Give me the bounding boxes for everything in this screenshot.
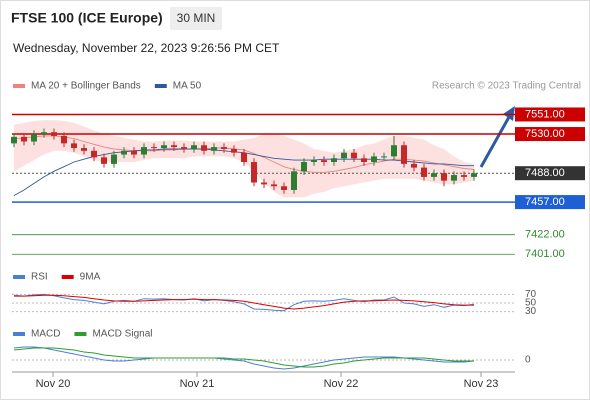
level-label: 7401.00: [525, 248, 565, 260]
level-label-box: [515, 127, 585, 142]
level-label: 7530.00: [525, 128, 565, 140]
legend-label: 9MA: [80, 272, 101, 283]
y-tick-label: 70: [525, 289, 537, 300]
legend-label: MA 50: [173, 81, 202, 92]
candle-body: [11, 136, 17, 144]
title: FTSE 100 (ICE Europe): [11, 10, 163, 26]
forecast-arrowhead: [503, 106, 515, 121]
y-tick-label: 0: [525, 355, 531, 366]
level-label-box: [515, 195, 585, 210]
candle-body: [71, 143, 77, 149]
candle-body: [81, 148, 87, 151]
candle-body: [121, 150, 127, 155]
legend-swatch: [13, 84, 25, 88]
candle-body: [151, 147, 157, 149]
candle-body: [381, 156, 387, 158]
legend-label: MACD: [31, 329, 60, 340]
candle-body: [391, 145, 397, 157]
candle-body: [111, 154, 117, 164]
candle-body: [411, 163, 417, 168]
candle-body: [341, 152, 347, 159]
candle-body: [301, 162, 307, 172]
legend-swatch: [13, 275, 25, 279]
indicator-line: [13, 293, 475, 312]
credit: Research © 2023 Trading Central: [432, 81, 581, 92]
x-tick-label: Nov 20: [36, 378, 71, 390]
candle-body: [171, 145, 177, 148]
candle-body: [51, 132, 57, 136]
candle-body: [261, 182, 267, 185]
level-label: 7488.00: [525, 167, 565, 179]
level-label-box: [515, 107, 585, 122]
x-tick-label: Nov 23: [464, 378, 499, 390]
timeframe[interactable]: 30 MIN: [177, 11, 216, 25]
level-label: 7457.00: [525, 196, 565, 208]
x-tick-label: Nov 22: [324, 378, 359, 390]
candle-body: [311, 160, 317, 163]
level-label-box: [515, 166, 585, 181]
level-label: 7551.00: [525, 108, 565, 120]
x-tick-label: Nov 21: [180, 378, 215, 390]
candle-body: [281, 186, 287, 190]
candle-body: [321, 160, 327, 163]
candle-body: [31, 134, 37, 142]
candle-body: [401, 145, 407, 164]
candle-body: [451, 175, 457, 181]
candle-body: [181, 147, 187, 149]
indicator-line: [13, 347, 474, 368]
candle-body: [331, 158, 337, 163]
candle-body: [191, 145, 197, 149]
candle-body: [101, 157, 107, 164]
candle-body: [251, 162, 257, 183]
legend-label: MACD Signal: [92, 329, 152, 340]
legend-swatch: [154, 84, 167, 88]
candle-body: [61, 135, 67, 144]
legend-swatch: [74, 332, 87, 336]
y-tick-label: 50: [525, 298, 537, 309]
candle-body: [241, 152, 247, 163]
candle-body: [41, 132, 47, 135]
datetime: Wednesday, November 22, 2023 9:26:56 PM …: [13, 41, 280, 55]
candle-body: [161, 145, 167, 149]
candle-body: [421, 167, 427, 177]
candle-body: [431, 173, 437, 177]
y-tick-label: 30: [525, 306, 537, 317]
forecast-arrow: [479, 116, 511, 168]
candle-body: [271, 184, 277, 187]
candle-body: [461, 175, 467, 177]
candle-body: [361, 158, 367, 163]
candle-body: [351, 152, 357, 159]
plot-layer: 7551.00 7530.00 7488.00 7457.00 7422.00 7401.…: [11, 81, 585, 390]
level-label: 7422.00: [525, 229, 565, 241]
timeframe-badge[interactable]: [170, 7, 222, 30]
candle-body: [371, 156, 377, 163]
candle-body: [131, 150, 137, 155]
candle-body: [201, 145, 207, 151]
candle-body: [231, 148, 237, 153]
candle-body: [141, 147, 147, 155]
candle-body: [21, 136, 27, 142]
indicator-line: [14, 294, 474, 310]
legend-swatch: [13, 332, 25, 336]
indicator-line: [13, 346, 475, 370]
candle-body: [211, 147, 217, 151]
candle-body: [471, 173, 477, 177]
legend-swatch: [61, 275, 74, 279]
legend-label: MA 20 + Bollinger Bands: [31, 81, 141, 92]
legend-label: RSI: [31, 272, 48, 283]
candle-body: [221, 147, 227, 149]
candle-body: [91, 150, 97, 158]
candle-body: [291, 171, 297, 190]
candle-body: [441, 173, 447, 181]
